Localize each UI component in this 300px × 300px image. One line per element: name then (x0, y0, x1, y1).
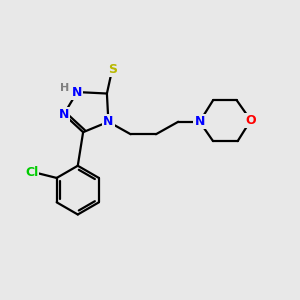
Text: N: N (194, 115, 205, 128)
Text: Cl: Cl (25, 166, 38, 179)
Text: O: O (245, 114, 256, 127)
Text: N: N (103, 115, 114, 128)
Text: H: H (60, 82, 69, 93)
Text: N: N (72, 85, 83, 98)
Text: S: S (108, 63, 117, 76)
Text: N: N (58, 108, 69, 121)
